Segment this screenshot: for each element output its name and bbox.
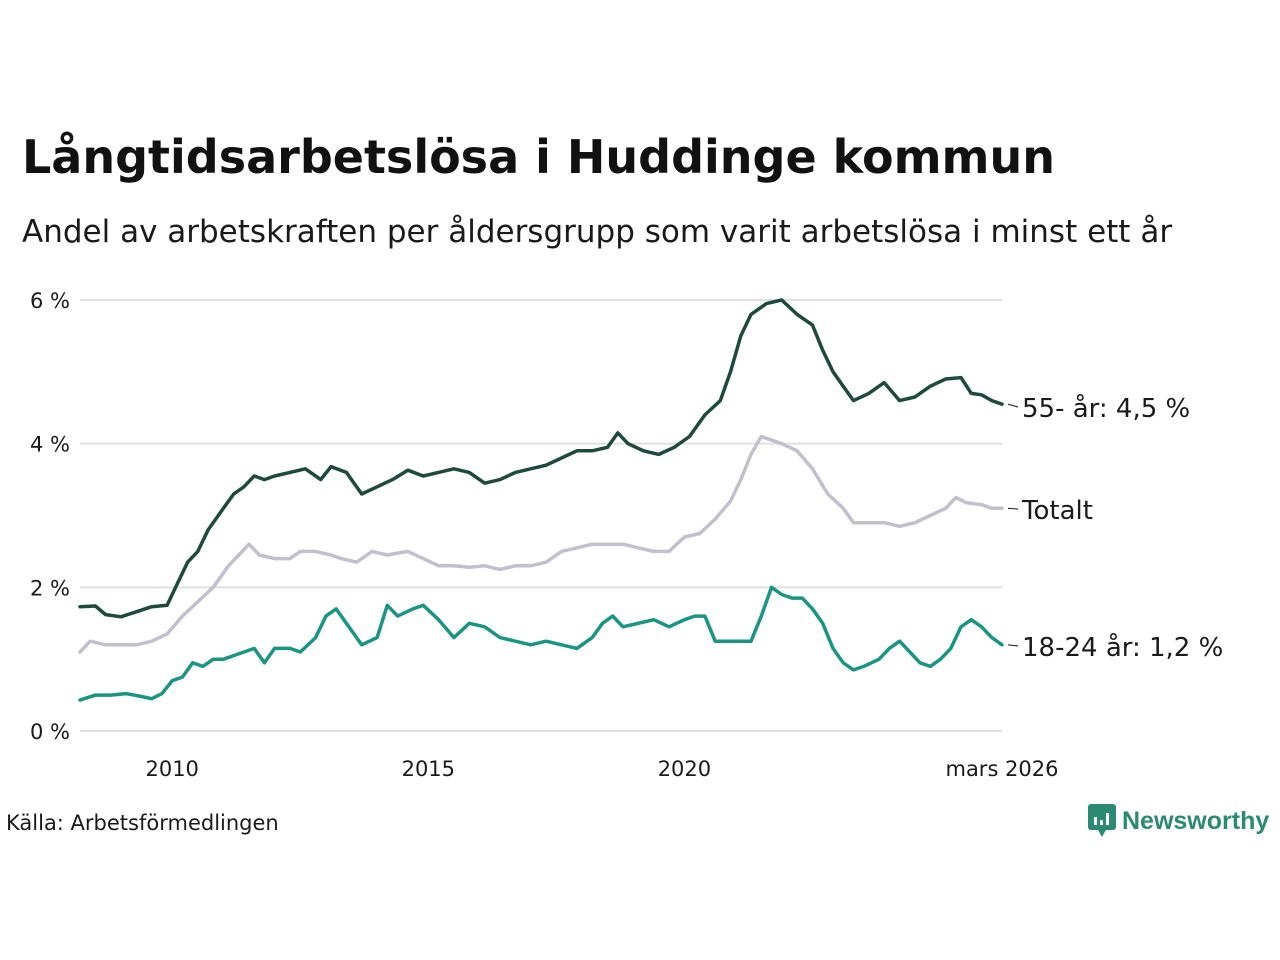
y-tick-label: 6 % xyxy=(30,289,70,313)
series-line-older xyxy=(78,298,1004,619)
x-tick-label: 2020 xyxy=(658,757,711,781)
series-lines xyxy=(78,298,1004,702)
grid-lines xyxy=(80,299,1002,732)
y-tick-label: 2 % xyxy=(30,576,70,600)
x-tick-label: mars 2026 xyxy=(945,757,1058,781)
x-tick-label: 2010 xyxy=(145,757,198,781)
y-axis-ticks: 0 % 2 % 4 % 6 % xyxy=(30,289,70,744)
series-end-labels: 55- år: 4,5 % Totalt 18-24 år: 1,2 % xyxy=(1007,393,1223,663)
y-tick-label: 4 % xyxy=(30,433,70,457)
series-end-label-older: 55- år: 4,5 % xyxy=(1022,393,1190,424)
chart-subtitle: Andel av arbetskraften per åldersgrupp s… xyxy=(22,214,1173,250)
label-connector xyxy=(1007,644,1019,647)
series-end-label-young: 18-24 år: 1,2 % xyxy=(1022,632,1223,663)
series-line-young xyxy=(78,585,1004,702)
y-tick-label: 0 % xyxy=(30,720,70,744)
label-connector xyxy=(1007,507,1019,510)
brand-name: Newsworthy xyxy=(1122,806,1270,835)
source-note: Källa: Arbetsförmedlingen xyxy=(6,811,279,835)
series-end-label-total: Totalt xyxy=(1021,496,1093,526)
brand-logo[interactable]: Newsworthy xyxy=(1088,804,1269,838)
chart-title: Långtidsarbetslösa i Huddinge kommun xyxy=(22,130,1055,184)
x-tick-label: 2015 xyxy=(402,757,455,781)
series-line-total xyxy=(78,434,1004,654)
x-axis-ticks: 2010 2015 2020 mars 2026 xyxy=(145,757,1058,781)
newsworthy-logo-icon xyxy=(1088,804,1116,837)
label-connector xyxy=(1007,403,1019,408)
